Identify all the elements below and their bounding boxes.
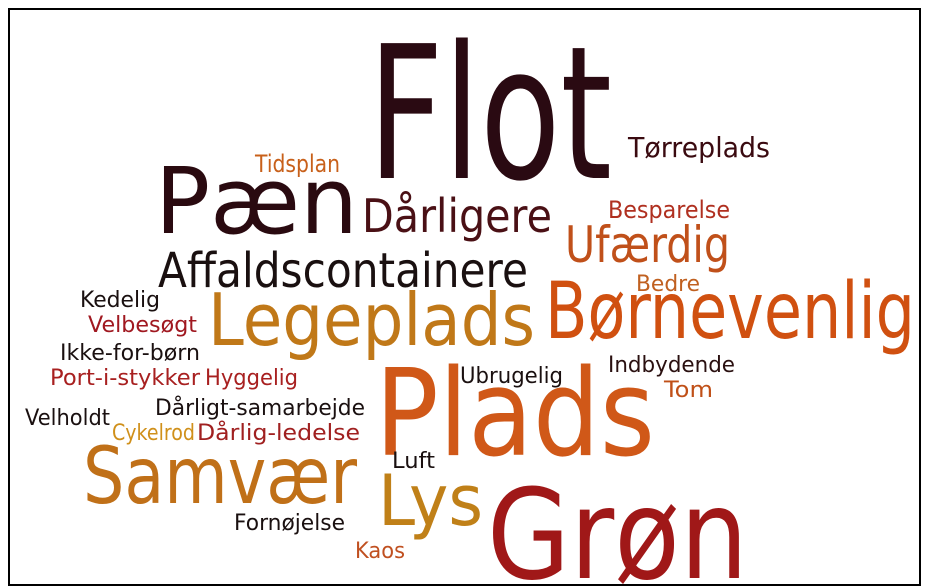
word: Samvær — [83, 432, 358, 522]
word: Flot — [368, 6, 612, 222]
word: Cykelrod — [112, 421, 195, 446]
word: Ubrugelig — [460, 364, 563, 389]
word: Dårligt-samarbejde — [155, 395, 365, 421]
word: Grøn — [487, 463, 748, 588]
word: Lys — [378, 460, 483, 542]
word: Dårligere — [362, 189, 552, 243]
word: Ikke-for-børn — [60, 341, 200, 366]
word: Pæn — [155, 148, 358, 255]
word: Indbydende — [608, 353, 735, 378]
word: Tidsplan — [254, 150, 340, 178]
word: Hyggelig — [205, 366, 298, 391]
word: Fornøjelse — [234, 511, 345, 536]
word: Bedre — [636, 272, 700, 297]
word: Velbesøgt — [88, 313, 197, 338]
word: Kaos — [355, 539, 405, 564]
word: Plads — [375, 345, 655, 484]
word: Luft — [392, 449, 435, 474]
word: Velholdt — [25, 406, 110, 431]
word: Tom — [663, 378, 713, 403]
word: Ufærdig — [565, 216, 730, 274]
word: Legeplads — [208, 278, 535, 362]
word: Dårlig-ledelse — [197, 420, 360, 446]
frame — [8, 8, 921, 586]
word: Kedelig — [80, 288, 160, 313]
word: Børnevenlig — [545, 267, 915, 357]
word: Port-i-stykker — [50, 366, 201, 391]
word: Affaldscontainere — [158, 243, 528, 299]
word: Besparelse — [608, 196, 730, 224]
word: Tørreplads — [627, 131, 770, 164]
